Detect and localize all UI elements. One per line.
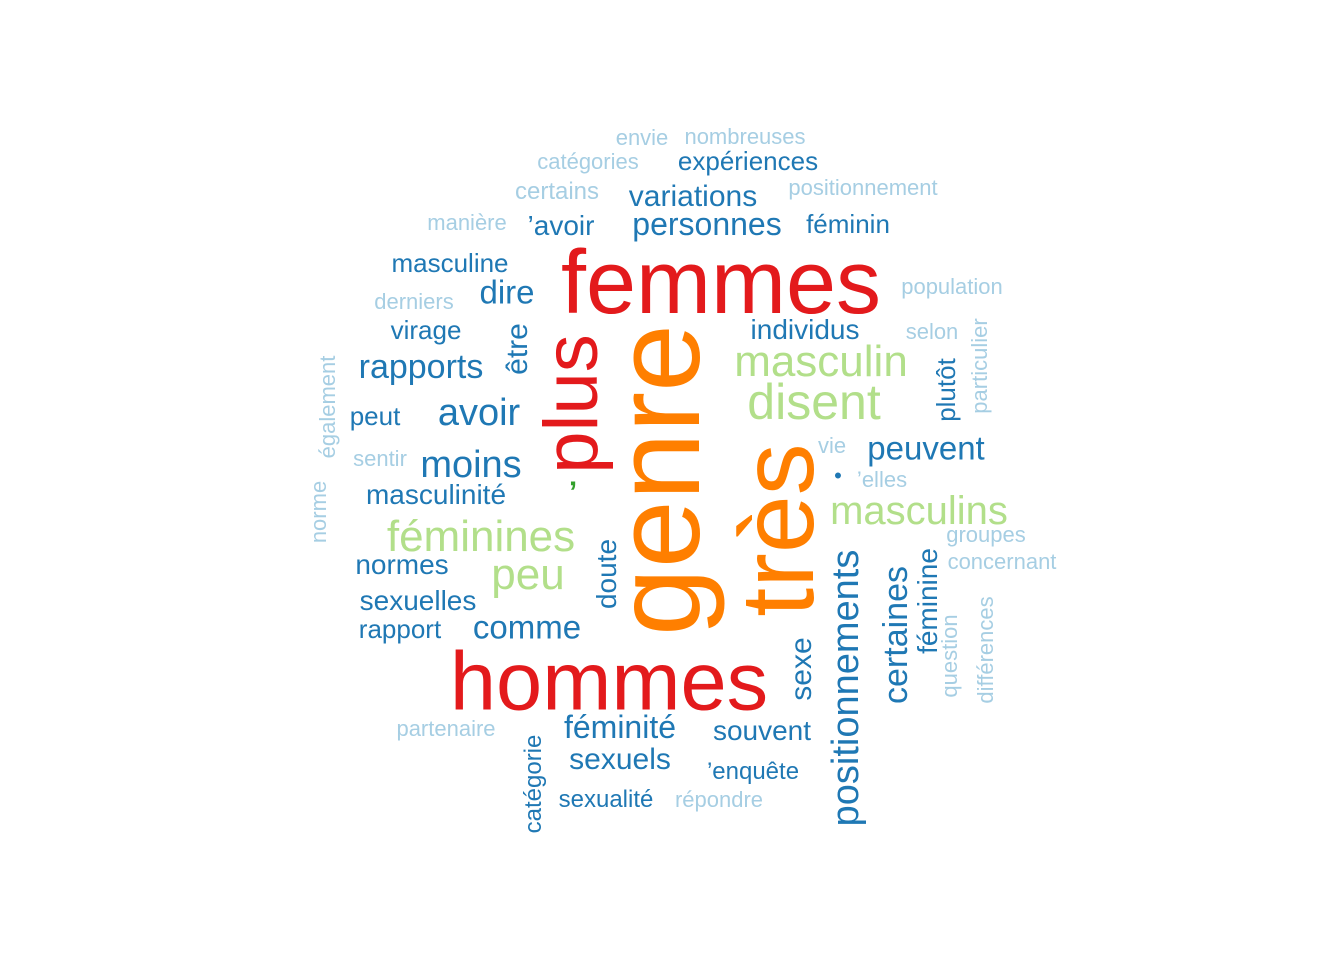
word-avoir: avoir <box>437 392 521 434</box>
word-elles: ’elles <box>856 467 908 492</box>
word-feminite: féminité <box>563 709 677 745</box>
word-question: question <box>937 614 962 698</box>
word-doute: doute <box>591 538 622 610</box>
word-personnes: personnes <box>632 206 782 242</box>
word-hommes: hommes <box>449 634 769 728</box>
word-sexuels: sexuels <box>569 743 671 776</box>
word-peut: peut <box>349 401 401 431</box>
word-masculine: masculine <box>391 248 509 278</box>
word-avoir-apostrophe: ’avoir <box>527 210 595 241</box>
word-positionnements: positionnements <box>825 549 867 827</box>
word-concernant: concernant <box>947 549 1057 574</box>
word-categories: catégories <box>537 149 639 174</box>
word-normes: normes <box>355 549 449 580</box>
word-masculin: masculin <box>734 337 908 386</box>
word-dire: dire <box>479 273 535 311</box>
word-vie: vie <box>817 433 847 458</box>
word-rapport: rapport <box>358 614 442 644</box>
word-enquete: ’enquête <box>706 758 800 785</box>
word-sexualite: sexualité <box>558 786 654 813</box>
word-virage: virage <box>390 315 462 345</box>
word-maniere: manière <box>427 210 507 235</box>
word-comme: comme <box>472 608 582 646</box>
word-repondre: répondre <box>674 787 764 812</box>
word-tres: très <box>720 443 836 617</box>
word-variations: variations <box>628 180 758 213</box>
word-positionnement: positionnement <box>788 175 938 200</box>
word-bullet: • <box>834 463 842 488</box>
word-moins: moins <box>420 444 522 486</box>
word-plus: plus <box>529 334 614 474</box>
word-sentir: sentir <box>353 446 407 471</box>
word-apostrophe: ’ <box>568 476 578 509</box>
word-groupes: groupes <box>946 522 1026 547</box>
word-feminines: féminines <box>386 512 576 561</box>
word-sexuelles: sexuelles <box>359 585 477 616</box>
word-individus: individus <box>750 314 860 345</box>
word-masculinite: masculinité <box>365 479 507 510</box>
word-etre: être <box>501 323 534 375</box>
word-masculins: masculins <box>830 489 1008 533</box>
word-souvent: souvent <box>712 715 812 746</box>
word-nombreuses: nombreuses <box>684 124 806 149</box>
word-femmes: femmes <box>560 233 882 333</box>
word-egalement: également <box>315 355 340 459</box>
word-peuvent: peuvent <box>867 429 985 467</box>
word-experiences: expériences <box>677 146 819 176</box>
word-certaines: certaines <box>877 566 915 704</box>
word-selon: selon <box>905 319 959 344</box>
word-plutot: plutôt <box>931 358 961 422</box>
word-sexe: sexe <box>785 637 818 701</box>
word-peu: peu <box>491 550 565 599</box>
word-feminin: féminin <box>806 209 890 239</box>
word-rapports: rapports <box>358 348 484 386</box>
word-categorie: catégorie <box>520 734 547 834</box>
word-differences: différences <box>973 596 998 704</box>
word-derniers: derniers <box>374 289 454 314</box>
word-particulier: particulier <box>967 318 992 414</box>
word-disent: disent <box>747 374 881 430</box>
word-partenaire: partenaire <box>396 716 496 741</box>
word-population: population <box>901 274 1003 299</box>
word-envie: envie <box>615 125 669 150</box>
word-norme: norme <box>306 480 331 544</box>
word-certains: certains <box>514 178 600 205</box>
